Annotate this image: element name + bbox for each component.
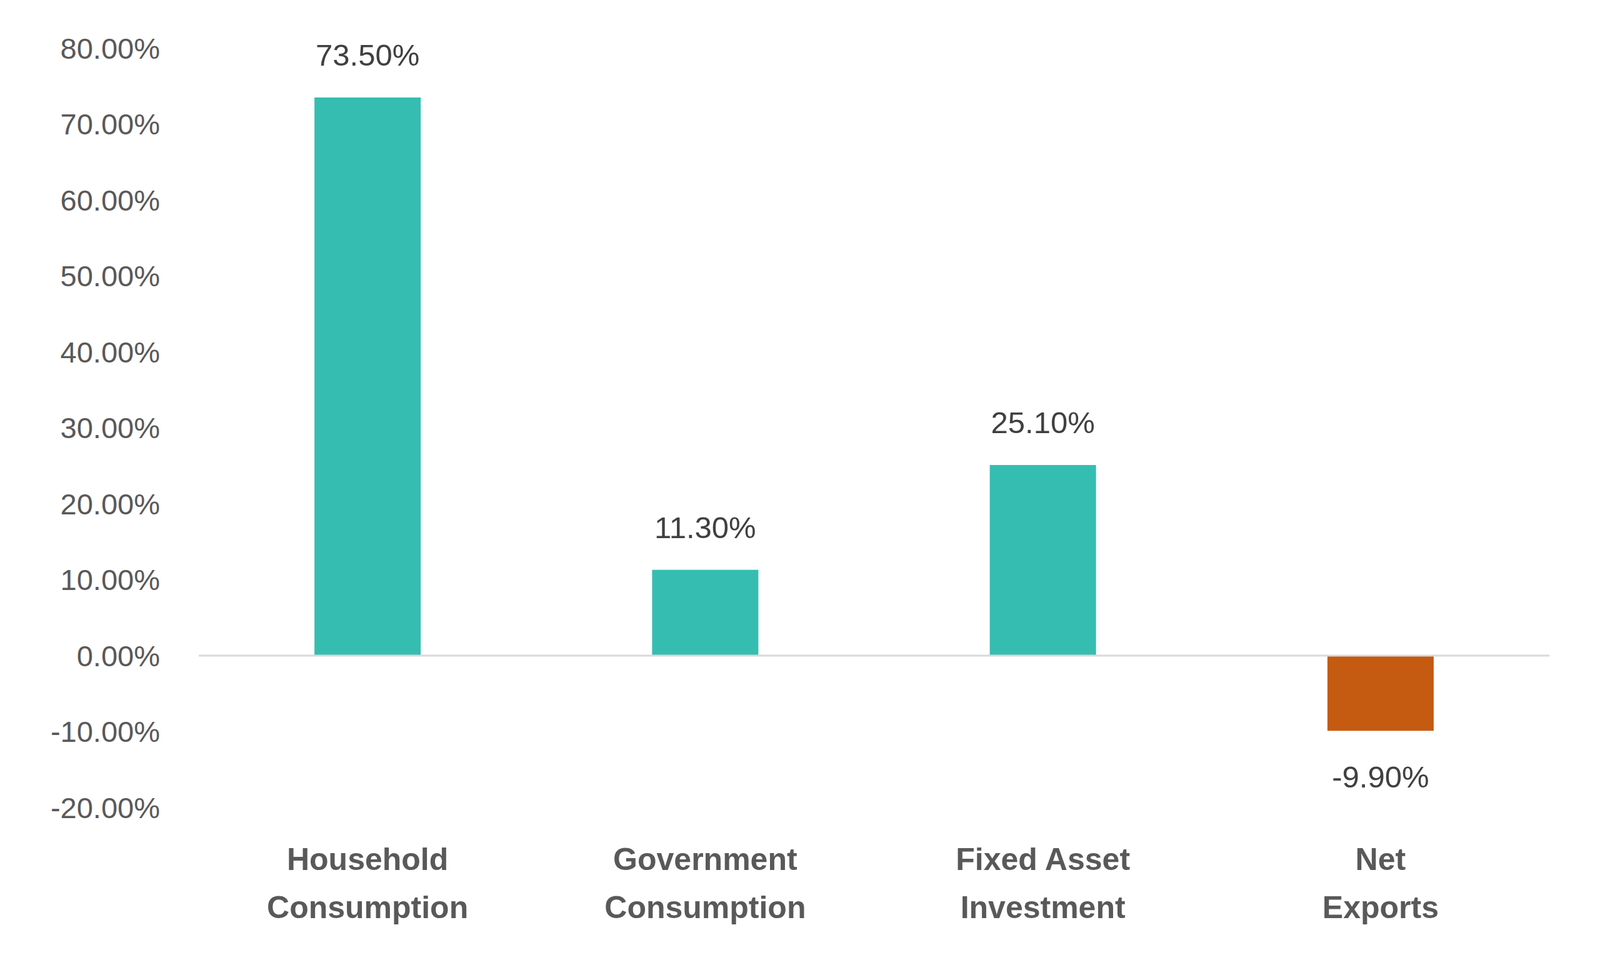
x-tick-label: HouseholdConsumption: [266, 841, 469, 925]
y-tick-label: -20.00%: [50, 791, 160, 825]
data-label: -9.90%: [1331, 760, 1429, 794]
y-tick-label: 20.00%: [60, 487, 160, 521]
y-tick-label: 30.00%: [60, 411, 160, 445]
bar: [314, 97, 421, 656]
x-axis-line: [198, 655, 1550, 657]
bar: [1327, 655, 1434, 731]
y-tick-label: 80.00%: [60, 31, 160, 65]
x-tick-label: Fixed AssetInvestment: [955, 841, 1130, 925]
chart-svg: -20.00% -10.00% 0.00% 10.00% 20.00% 30.00% 40.…: [0, 0, 1600, 960]
y-tick-label: 50.00%: [60, 259, 160, 293]
data-label: 73.50%: [315, 38, 420, 72]
data-label: 25.10%: [991, 405, 1095, 440]
y-tick-label: 70.00%: [60, 107, 160, 141]
data-label: 11.30%: [654, 510, 757, 545]
bar: [990, 465, 1097, 656]
bar: [651, 570, 759, 656]
y-tick-label: 40.00%: [60, 335, 160, 369]
y-tick-label: 10.00%: [60, 563, 160, 597]
x-tick-label: NetExports: [1322, 841, 1439, 925]
x-tick-label: GovernmentConsumption: [604, 841, 806, 925]
bars: [314, 97, 1434, 731]
y-tick-label: -10.00%: [50, 715, 160, 749]
chart-container: -20.00% -10.00% 0.00% 10.00% 20.00% 30.00% 40.…: [0, 0, 1600, 960]
y-tick-label: 60.00%: [60, 183, 160, 217]
y-tick-label: 0.00%: [76, 639, 160, 673]
